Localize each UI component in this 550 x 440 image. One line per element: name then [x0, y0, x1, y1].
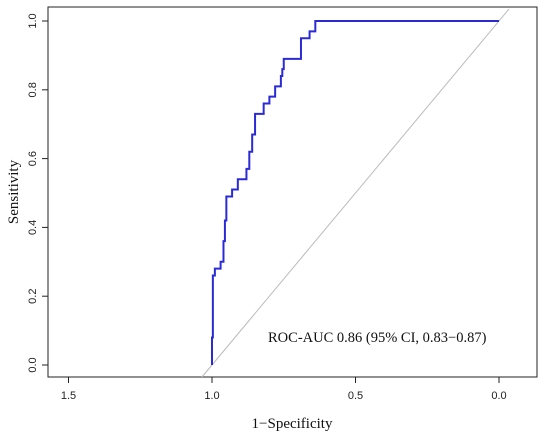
y-tick-label: 0.6 [27, 151, 39, 166]
plot-frame [47, 6, 538, 378]
y-tick-label: 0.8 [27, 82, 39, 97]
x-tick-label: 1.0 [204, 390, 219, 402]
x-axis-label: 1−Specificity [252, 416, 333, 432]
y-tick-label: 1.0 [27, 13, 39, 28]
y-axis-label: Sensitivity [6, 159, 22, 224]
y-axis-ticks: 0.0 0.2 0.4 0.6 0.8 1.0 [27, 13, 48, 373]
y-tick-label: 0.0 [27, 357, 39, 372]
roc-curve [211, 20, 499, 365]
y-tick-label: 0.4 [27, 220, 39, 235]
x-axis-ticks: 1.5 1.0 0.5 0.0 [61, 377, 507, 402]
reference-diagonal [201, 8, 510, 378]
y-tick-label: 0.2 [27, 289, 39, 304]
x-tick-label: 0.0 [491, 390, 506, 402]
x-tick-label: 0.5 [348, 390, 363, 402]
auc-annotation: ROC-AUC 0.86 (95% CI, 0.83−0.87) [268, 330, 487, 346]
x-tick-label: 1.5 [61, 390, 76, 402]
